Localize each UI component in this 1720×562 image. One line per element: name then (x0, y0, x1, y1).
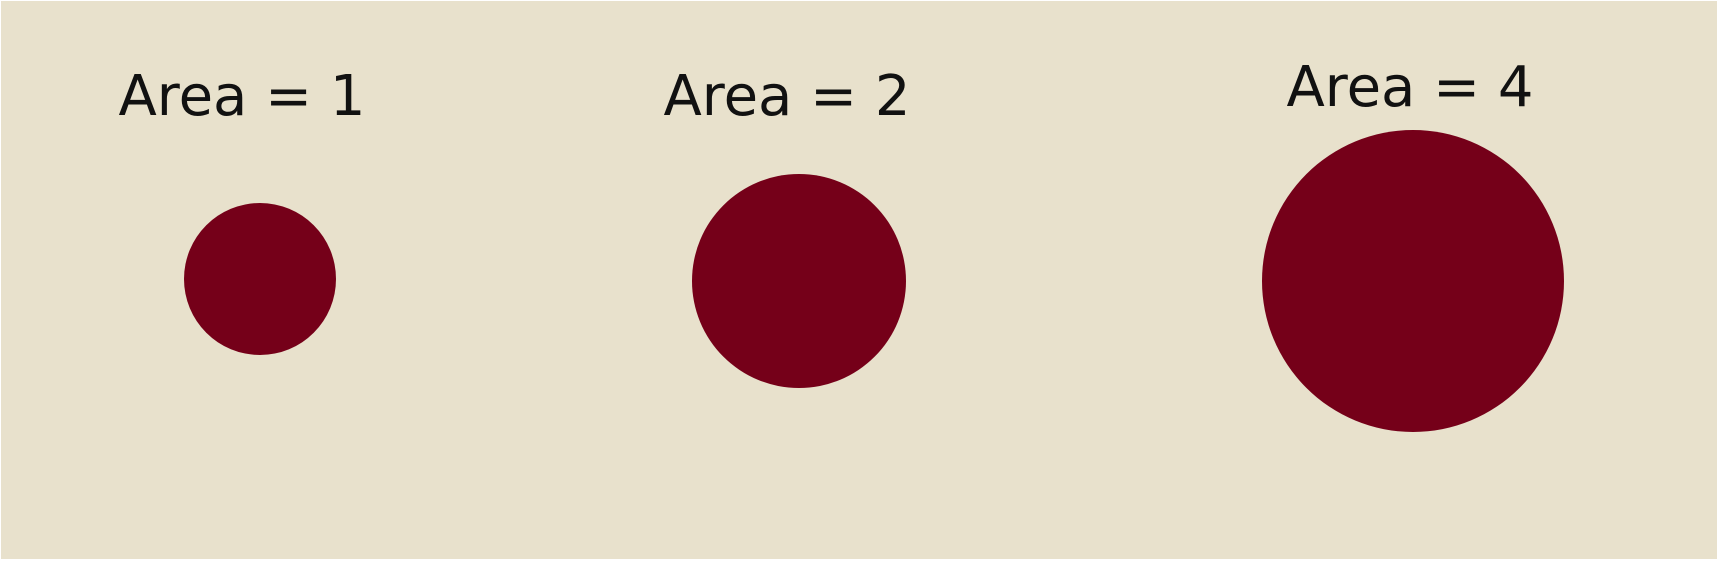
area-label-1: Area = 1 (118, 64, 365, 129)
area-circle-4 (1262, 130, 1564, 432)
area-circle-2 (692, 174, 906, 388)
area-group-4: Area = 4 (1262, 55, 1564, 432)
area-group-1: Area = 1 (118, 64, 366, 355)
area-circle-1 (184, 203, 336, 355)
area-label-4: Area = 4 (1286, 55, 1533, 120)
area-label-2: Area = 2 (663, 64, 910, 129)
area-group-2: Area = 2 (663, 64, 911, 388)
